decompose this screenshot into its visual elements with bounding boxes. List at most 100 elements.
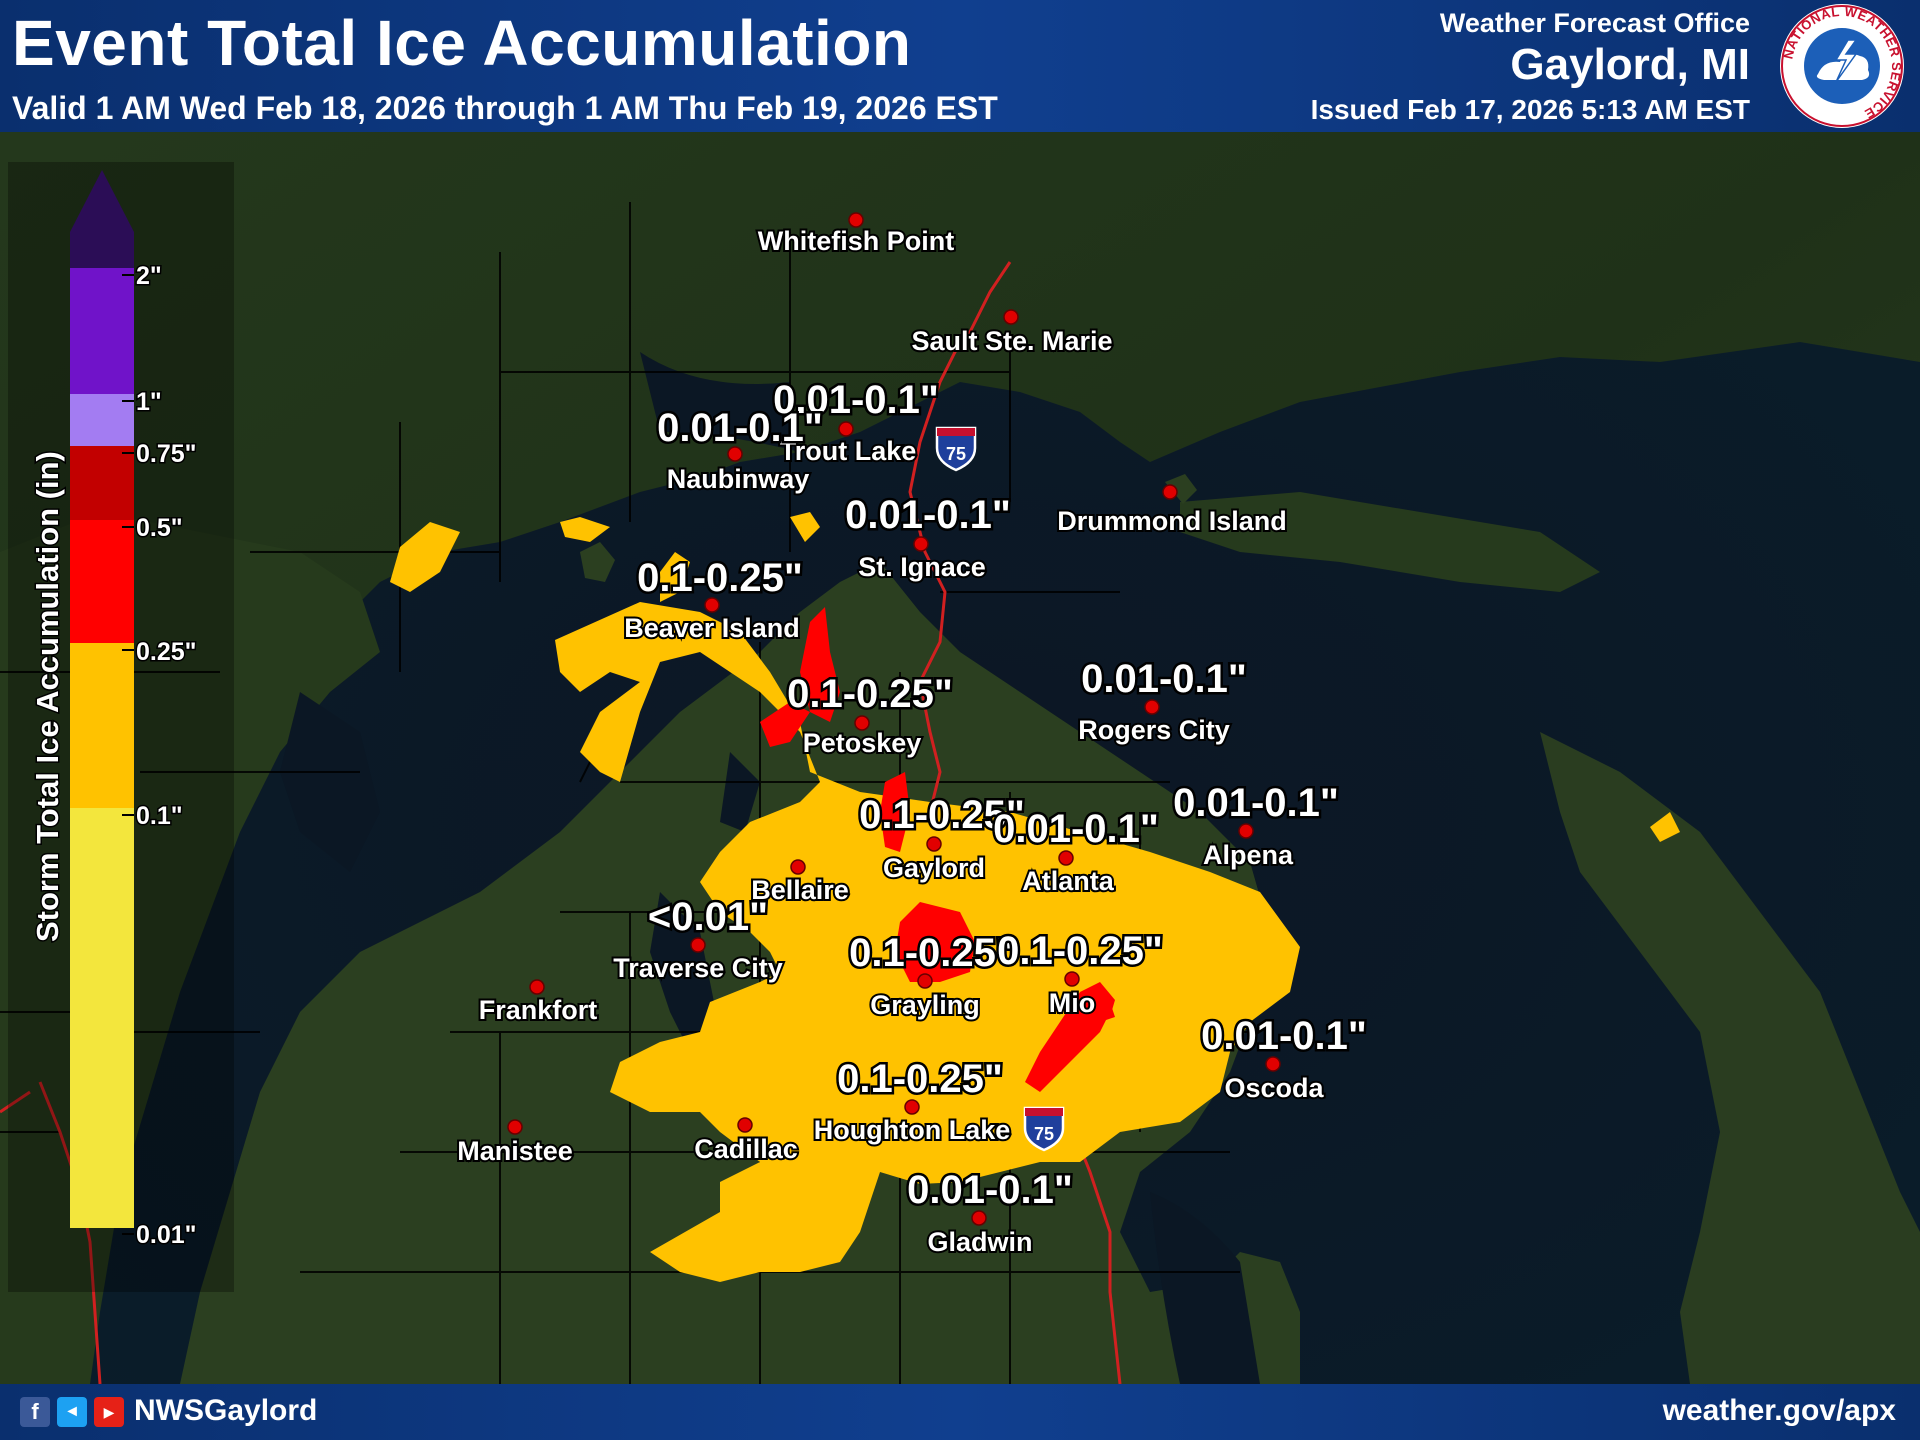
city-marker [913, 536, 929, 552]
legend-swatch-2-plus [70, 170, 134, 232]
city-marker [838, 421, 854, 437]
legend-swatch-0.01-0.1 [70, 808, 134, 1228]
beaver-island-land [580, 542, 615, 582]
value-traverse-city: <0.01" [648, 895, 768, 939]
legend: 2" 1" 0.75" 0.5" 0.25" 0.1" 0.01" Storm … [8, 162, 234, 1292]
city-marker [704, 597, 720, 613]
city-marker [690, 937, 706, 953]
drummond-island-land [1165, 474, 1197, 504]
city-marker [1238, 823, 1254, 839]
legend-tick: 2" [136, 262, 162, 290]
shield-number: 75 [1034, 1124, 1054, 1144]
lower-peninsula-land [180, 562, 1300, 1384]
value-trout-lake: 0.01-0.1" [773, 378, 939, 422]
value-alpena: 0.01-0.1" [1173, 781, 1339, 825]
office-name: Gaylord, MI [1510, 40, 1750, 89]
city-marker [727, 446, 743, 462]
legend-tick: 0.01" [136, 1221, 197, 1249]
saginaw-bay [1150, 1192, 1260, 1384]
value-grayling: 0.1-0.25" [849, 931, 1015, 975]
city-name-trout-lake: Trout Lake [780, 436, 917, 466]
city-name-st-ignace: St. Ignace [858, 552, 986, 582]
legend-tick: 0.75" [136, 440, 197, 468]
legend-tick: 0.5" [136, 514, 183, 542]
city-name-manistee: Manistee [457, 1136, 573, 1166]
value-naubinway: 0.01-0.1" [657, 406, 823, 450]
city-marker [1144, 699, 1160, 715]
city-marker [1265, 1056, 1281, 1072]
value-st-ignace: 0.01-0.1" [845, 493, 1011, 537]
city-name-beaver-island: Beaver Island [624, 613, 800, 643]
value-houghton-lake: 0.1-0.25" [837, 1057, 1003, 1101]
legend-swatch-0.5-0.75 [70, 446, 134, 520]
legend-tick: 1" [136, 388, 162, 416]
city-name-gaylord: Gaylord [883, 853, 985, 883]
city-name-atlanta: Atlanta [1022, 866, 1114, 896]
facebook-icon[interactable]: f [20, 1397, 50, 1427]
city-marker [1058, 850, 1074, 866]
city-marker [926, 836, 942, 852]
legend-title: Storm Total Ice Accumulation (in) [30, 451, 65, 942]
value-gaylord: 0.1-0.25" [859, 793, 1025, 837]
city-marker [917, 973, 933, 989]
city-name-alpena: Alpena [1203, 840, 1294, 870]
city-labels: Whitefish Point Sault Ste. Marie 0.01-0.… [455, 212, 1369, 1259]
city-name-oscoda: Oscoda [1224, 1073, 1324, 1103]
youtube-icon[interactable]: ▶ [94, 1397, 124, 1427]
city-name-traverse-city: Traverse City [613, 953, 783, 983]
manitoulin-island [1180, 492, 1600, 592]
value-atlanta: 0.01-0.1" [993, 807, 1159, 851]
city-name-frankfort: Frankfort [479, 995, 598, 1025]
header-bar: Event Total Ice Accumulation Valid 1 AM … [0, 0, 1920, 132]
city-marker [790, 859, 806, 875]
city-name-gladwin: Gladwin [927, 1227, 1032, 1257]
city-marker [529, 979, 545, 995]
wfo-label: Weather Forecast Office [1439, 8, 1750, 38]
ice-accumulation-map: 75 75 2" [0, 132, 1920, 1384]
legend-tick: 0.1" [136, 802, 183, 830]
i75-shield-north: 75 [935, 426, 977, 472]
whitefish-bay [640, 352, 800, 452]
city-name-whitefish-point: Whitefish Point [758, 226, 954, 256]
legend-swatch-0.1-0.25 [70, 643, 134, 808]
city-marker [971, 1210, 987, 1226]
route-segment [0, 1090, 31, 1114]
legend-swatch-2-plus-bar [70, 232, 134, 268]
page-title: Event Total Ice Accumulation [12, 7, 912, 79]
website-link[interactable]: weather.gov/apx [1662, 1394, 1896, 1427]
legend-tick: 0.25" [136, 638, 197, 666]
little-traverse-bay [720, 752, 760, 832]
ice-zone-0.25-0.5 [760, 607, 1115, 1092]
ontario-peninsula [1540, 732, 1920, 1384]
city-marker [904, 1099, 920, 1115]
issued-time: Issued Feb 17, 2026 5:13 AM EST [1310, 94, 1750, 125]
nws-logo: NATIONAL WEATHER SERVICE [1780, 4, 1904, 128]
city-name-grayling: Grayling [870, 990, 980, 1020]
city-marker [854, 715, 870, 731]
city-name-houghton-lake: Houghton Lake [814, 1115, 1011, 1145]
valid-period: Valid 1 AM Wed Feb 18, 2026 through 1 AM… [12, 90, 998, 126]
value-beaver-island: 0.1-0.25" [637, 556, 803, 600]
value-rogers-city: 0.01-0.1" [1081, 657, 1247, 701]
city-name-naubinway: Naubinway [667, 464, 810, 494]
city-marker [507, 1119, 523, 1135]
city-marker [737, 1117, 753, 1133]
city-name-sault-ste-marie: Sault Ste. Marie [911, 326, 1112, 356]
social-handle[interactable]: NWSGaylord [134, 1394, 318, 1427]
city-name-petoskey: Petoskey [803, 728, 922, 758]
city-marker [1064, 971, 1080, 987]
city-marker [1003, 309, 1019, 325]
city-name-cadillac: Cadillac [694, 1134, 798, 1164]
city-name-rogers-city: Rogers City [1078, 715, 1230, 745]
legend-swatch-0.75-1 [70, 394, 134, 446]
shield-number: 75 [946, 444, 966, 464]
legend-swatch-0.25-0.5 [70, 520, 134, 643]
city-name-mio: Mio [1049, 988, 1096, 1018]
city-name-bellaire: Bellaire [751, 875, 849, 905]
value-mio: 0.1-0.25" [997, 929, 1163, 973]
legend-swatch-1-2 [70, 268, 134, 394]
city-name-drummond-island: Drummond Island [1057, 506, 1287, 536]
twitter-icon[interactable]: ◄ [57, 1397, 87, 1427]
value-oscoda: 0.01-0.1" [1201, 1014, 1367, 1058]
